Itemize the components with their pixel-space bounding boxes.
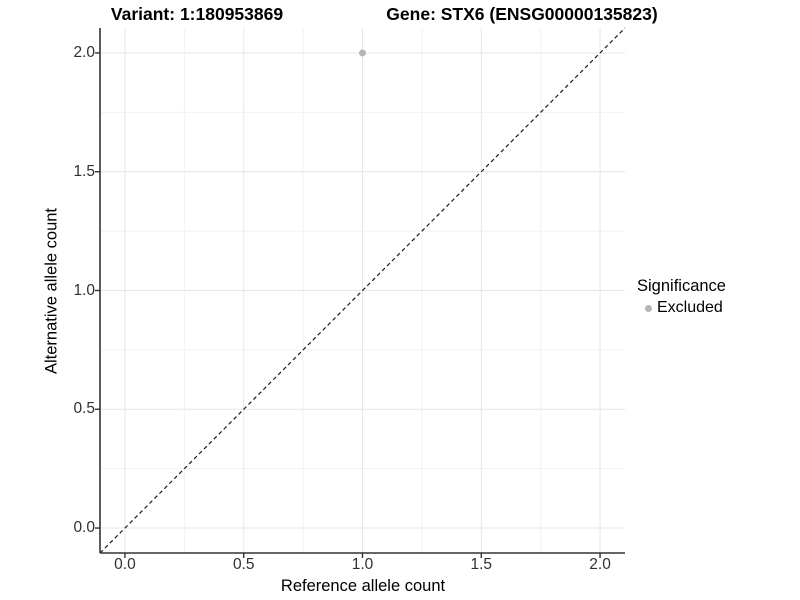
plot-canvas xyxy=(95,27,626,558)
x-tick-label: 2.0 xyxy=(589,556,611,573)
legend-item-excluded: Excluded xyxy=(637,298,726,318)
legend: Significance Excluded xyxy=(637,276,726,318)
legend-point-icon xyxy=(645,304,652,312)
data-point-excluded xyxy=(359,49,366,57)
plot-panel xyxy=(95,27,626,558)
y-tick-label: 0.5 xyxy=(73,400,95,418)
x-axis-title: Reference allele count xyxy=(280,577,446,595)
legend-item-label: Excluded xyxy=(657,299,723,316)
x-axis-tick-labels: 0.0 0.5 1.0 1.5 2.0 xyxy=(100,556,625,574)
identity-reference-line xyxy=(99,27,626,554)
plot-title-variant: Variant: 1:180953869 xyxy=(110,4,284,24)
y-axis-tick-labels: 0.0 0.5 1.0 1.5 2.0 xyxy=(0,28,95,553)
plot-title-gene: Gene: STX6 (ENSG00000135823) xyxy=(386,4,658,24)
y-tick-label: 1.5 xyxy=(73,162,95,180)
x-tick-label: 1.0 xyxy=(351,556,374,573)
y-tick-label: 2.0 xyxy=(73,43,95,61)
legend-title: Significance xyxy=(637,277,726,295)
x-tick-label: 0.0 xyxy=(114,556,136,573)
x-tick-label: 0.5 xyxy=(232,556,255,573)
y-tick-label: 1.0 xyxy=(73,281,95,299)
x-tick-label: 1.5 xyxy=(470,556,493,573)
y-tick-label: 0.0 xyxy=(73,519,95,537)
